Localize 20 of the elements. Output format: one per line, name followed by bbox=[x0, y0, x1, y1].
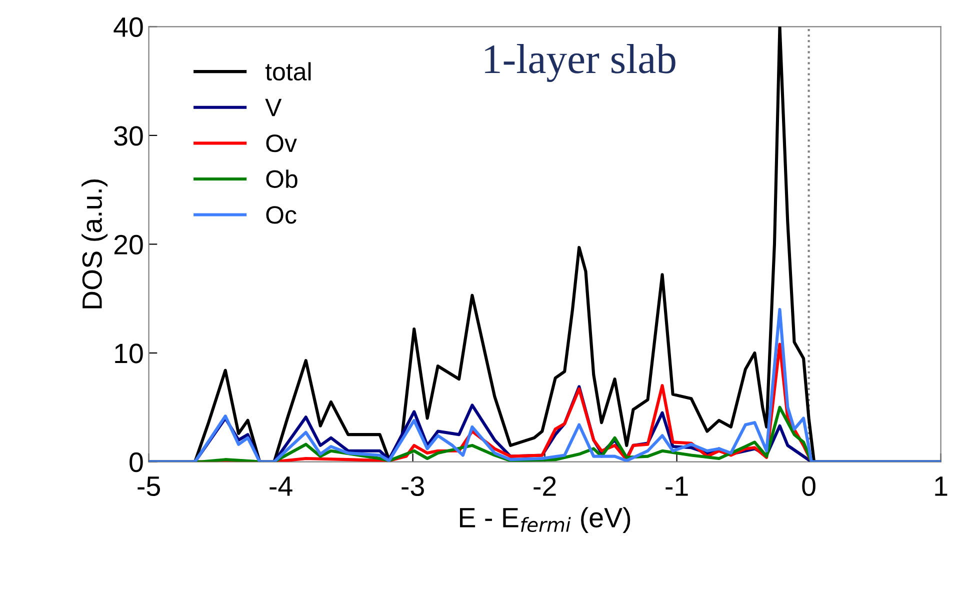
legend-label: total bbox=[265, 62, 311, 81]
x-tick-label: -5 bbox=[138, 476, 160, 496]
x-tick-label: 1 bbox=[935, 476, 948, 496]
legend-label: Oc bbox=[266, 206, 296, 224]
y-tick-label: 10 bbox=[115, 344, 143, 364]
y-axis-title: DOS (a.u.) bbox=[82, 180, 108, 308]
legend-label: Ob bbox=[266, 170, 298, 188]
chart-title: 1-layer slab bbox=[485, 44, 676, 82]
legend-label: Ov bbox=[266, 134, 297, 152]
x-tick-label: 0 bbox=[802, 476, 816, 496]
x-tick-label: -1 bbox=[666, 476, 688, 496]
y-tick-label: 40 bbox=[114, 17, 143, 37]
x-tick-label: -2 bbox=[534, 476, 556, 496]
y-tick-label: 0 bbox=[130, 452, 143, 472]
y-tick-label: 30 bbox=[114, 126, 143, 146]
x-axis-title: E - E$_{fermi}$ (eV) bbox=[460, 507, 630, 533]
y-tick-label: 20 bbox=[114, 234, 143, 255]
x-tick-label: -4 bbox=[270, 476, 292, 496]
legend-label: V bbox=[265, 98, 282, 116]
x-tick-label: -3 bbox=[402, 476, 424, 496]
